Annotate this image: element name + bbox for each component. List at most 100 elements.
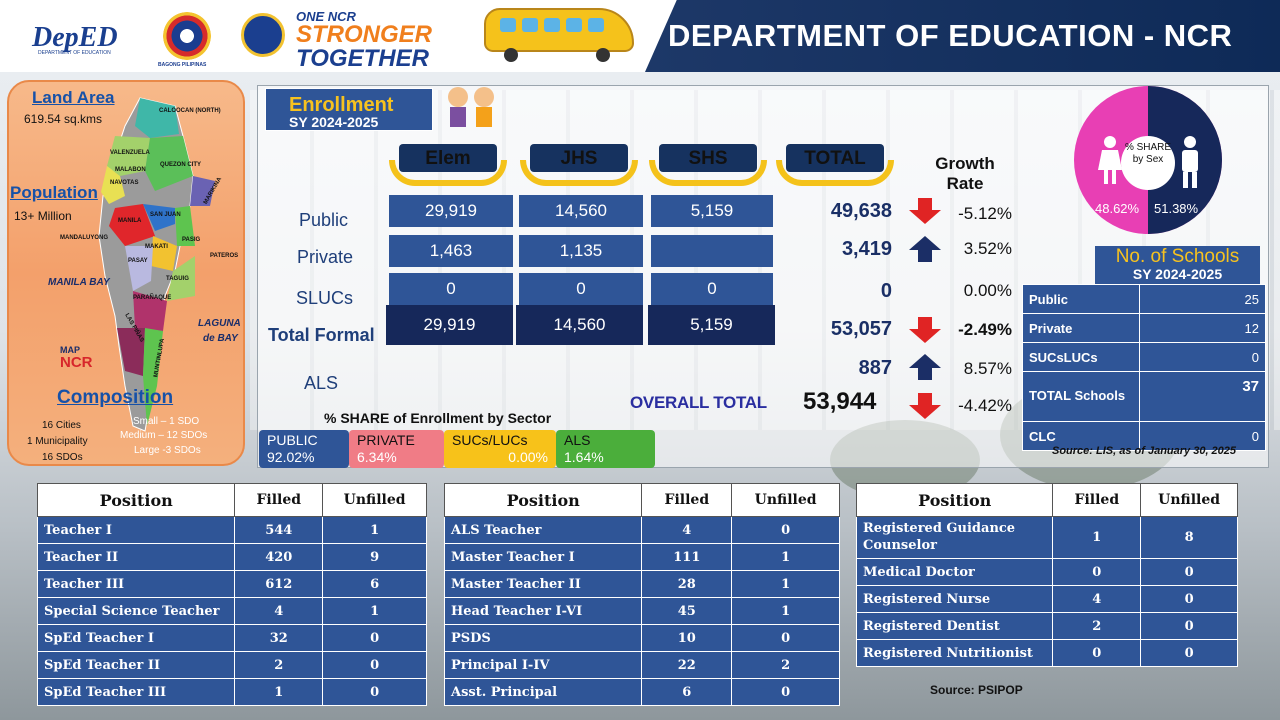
filled-cell: 4 [234,597,324,625]
composition-sdos: 16 SDOs [42,452,83,463]
arrow-down-icon [909,393,941,419]
map-region-quezon [145,136,193,191]
positions-source: Source: PSIPOP [930,683,1023,697]
pie-center-label: % SHARE by Sex [1121,136,1175,190]
row-label-public: Public [299,210,349,230]
position-cell: Registered Dentist [855,612,1054,640]
manila-bay-label: MANILA BAY [48,277,110,288]
column-header-shs: SHS [649,142,767,186]
position-cell: Master Teacher I [443,543,643,571]
arrow-stem [918,393,932,405]
filled-cell: 22 [641,651,733,679]
column-header-total: TOTAL [776,142,894,186]
total-public: 49,638 [830,200,892,222]
total-slucs: 0 [880,280,892,302]
female-icon [1098,136,1122,184]
unfilled-cell: 0 [1140,558,1238,586]
position-cell: Principal I-IV [443,651,643,679]
table-row: Registered Dentist 2 0 [855,612,1238,640]
schools-value: 0 [1138,421,1267,451]
position-cell: Teacher II [36,543,236,571]
laguna-label-2: de BAY [203,333,238,344]
schools-label: TOTAL Schools [1022,371,1140,422]
bus-window [588,18,604,32]
schools-title: No. of Schools [1115,246,1240,267]
female-share-value: 48.62% [1095,201,1140,216]
city-label-makati: MAKATI [145,244,168,250]
row-label-als: ALS [304,373,339,393]
city-label-mandaluyong: MANDALUYONG [60,235,108,241]
schools-value: 0 [1138,342,1267,372]
city-label-malabon: MALABON [115,167,146,173]
unfilled-cell: 2 [731,651,840,679]
filled-cell: 4 [1052,585,1142,613]
schools-value: 25 [1138,284,1267,314]
table-row: Master Teacher I 111 1 [443,543,840,571]
share-sucs-box: SUCs/LUCs 0.00% [444,430,556,468]
table-row: Registered Guidance Counselor 1 8 [855,516,1238,559]
map-region-valenzuela [107,136,150,176]
position-cell: PSDS [443,624,643,652]
overall-total-value: 53,944 [803,388,877,415]
land-area-heading: Land Area [32,88,115,107]
schools-sy: SY 2024-2025 [1132,266,1223,282]
position-cell: Medical Doctor [855,558,1054,586]
filled-cell: 1 [1052,516,1142,559]
cell-public-jhs: 14,560 [519,195,643,227]
table-row: Public 25 [1022,284,1267,314]
city-label-paranaque: PARAÑAQUE [133,295,172,301]
table-header-row: Position Filled Unfilled [443,483,840,517]
share-public-box: PUBLIC 92.02% [259,430,349,468]
column-header-label: JHS [560,148,598,169]
growth-public: -5.12% [958,204,1012,223]
schools-source: Source: LIS, as of January 30, 2025 [1052,445,1237,457]
cell-private-elem: 1,463 [389,235,513,267]
arrow-up-icon [909,354,941,380]
bagong-pilipinas-logo [163,12,211,60]
column-header-label: Elem [425,148,471,169]
table-row: ALS Teacher 4 0 [443,516,840,544]
position-cell: SpEd Teacher III [36,678,236,706]
filled-cell: 2 [1052,612,1142,640]
total-als: 887 [858,357,892,379]
arrow-head [909,236,941,250]
column-header-jhs: JHS [520,142,638,186]
position-cell: SpEd Teacher I [36,624,236,652]
schools-value: 12 [1138,313,1267,343]
map-region-manila [109,204,155,246]
unfilled-cell: 1 [322,516,427,544]
position-cell: Master Teacher II [443,570,643,598]
sdo-medium: Medium – 12 SDOs [120,430,208,441]
position-cell: Asst. Principal [443,678,643,706]
population-heading: Population [10,183,98,202]
city-label-pasig: PASIG [182,237,201,243]
header-unfilled: Unfilled [731,483,840,517]
filled-cell: 612 [234,570,324,598]
cell-private-jhs: 1,135 [519,235,643,267]
column-header-label: SHS [688,148,728,169]
table-row: SUCsLUCs 0 [1022,342,1267,372]
table-row: PSDS 10 0 [443,624,840,652]
school-bus-icon [484,8,634,62]
map-region-laspinas [117,328,145,376]
bus-wheel [504,48,518,62]
cell-total-jhs: 14,560 [516,305,643,345]
one-ncr-line1: ONE NCR [296,9,356,24]
schools-label: CLC [1022,421,1140,451]
unfilled-cell: 0 [322,651,427,679]
growth-rate-header: Growth Rate [935,154,995,194]
ncr-map [98,97,215,432]
share-als-name: ALS [564,432,591,448]
unfilled-cell: 0 [322,624,427,652]
header-filled: Filled [234,483,324,517]
arrow-stem [918,250,932,262]
filled-cell: 4 [641,516,733,544]
schools-table: Public 25 Private 12 SUCsLUCs 0 TOTAL Sc… [1022,284,1267,451]
header-position: Position [855,483,1054,517]
schools-label: Public [1022,284,1140,314]
unfilled-cell: 0 [322,678,427,706]
growth-als: 8.57% [963,359,1012,378]
unfilled-cell: 1 [322,597,427,625]
table-row: Master Teacher II 28 1 [443,570,840,598]
city-label-pasay: PASAY [128,258,148,264]
